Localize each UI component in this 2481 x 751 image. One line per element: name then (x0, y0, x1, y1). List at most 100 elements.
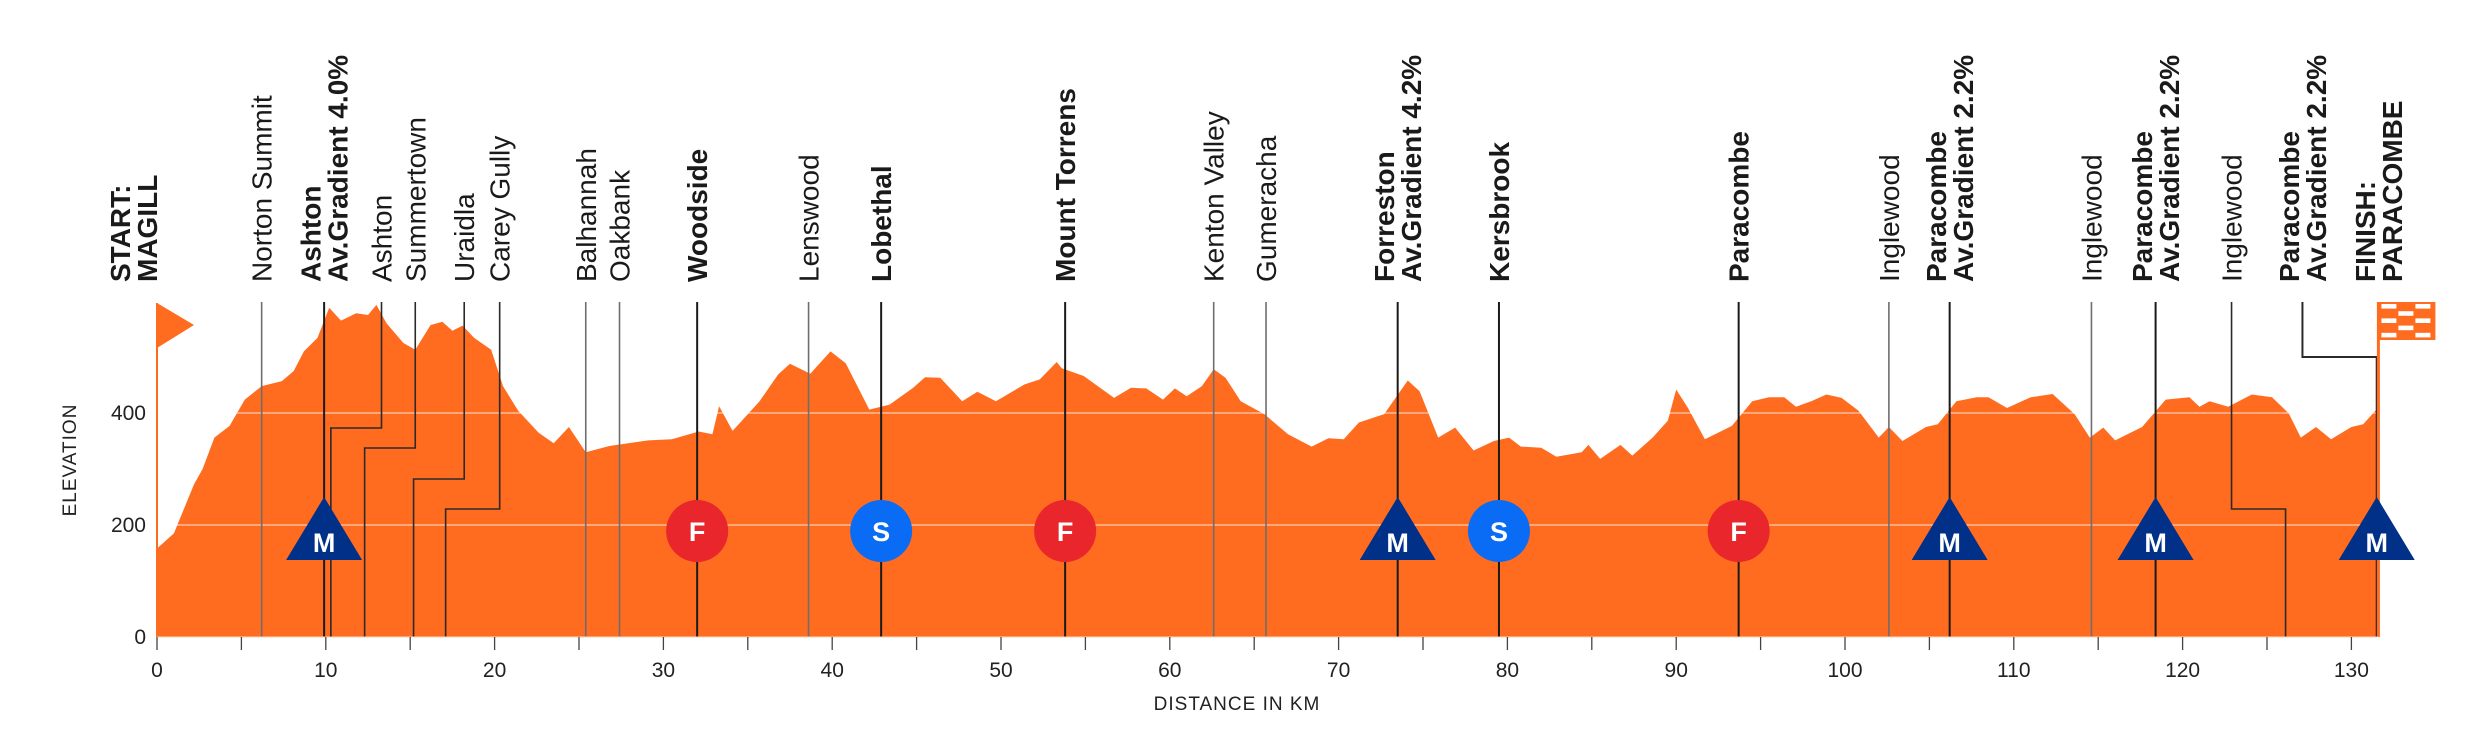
marker-letter: M (1386, 528, 1409, 558)
mountain-marker: M (2117, 497, 2194, 560)
x-tick-label: 110 (1997, 659, 2030, 682)
feed-marker: F (1707, 500, 1770, 562)
y-tick-label: 400 (111, 402, 146, 425)
x-axis-title: DISTANCE IN KM (1154, 694, 1321, 715)
x-tick-label: 10 (314, 659, 337, 682)
mountain-triangle-icon (1911, 497, 1988, 560)
place-label: Oakbank (605, 169, 636, 282)
mountain-marker: M (1911, 497, 1988, 560)
place-label-line: Ashton (296, 186, 327, 282)
place-label: Inglewood (1874, 154, 1905, 282)
place-label-line: Av.Gradient 2.2% (2154, 55, 2185, 282)
mountain-marker: M (286, 497, 363, 560)
x-tick-label: 80 (1496, 659, 1519, 682)
place-label-line: Inglewood (1874, 154, 1905, 282)
place-label-line: Lenswood (794, 154, 825, 282)
place-label: Kenton Valley (1199, 111, 1230, 282)
place-label-line: Mount Torrens (1050, 88, 1081, 282)
marker-letter: M (2144, 528, 2167, 558)
y-axis-title: ELEVATION (60, 404, 81, 517)
place-label-line: PARACOMBE (2377, 101, 2408, 282)
place-label: Woodside (682, 149, 713, 282)
y-tick-label: 0 (134, 626, 146, 649)
place-line (412, 302, 466, 637)
sprint-marker: S (1467, 500, 1530, 562)
place-label: FINISH:PARACOMBE (2350, 101, 2408, 282)
place-line (444, 302, 501, 637)
place-label-line: Inglewood (2217, 154, 2248, 282)
y-tick-label: 200 (111, 514, 146, 537)
place-label-line: Inglewood (2076, 154, 2107, 282)
sprint-marker: S (850, 500, 913, 562)
place-label-line: Oakbank (605, 169, 636, 282)
place-label-line: Kersbrook (1484, 142, 1515, 282)
marker-letter: S (872, 517, 890, 547)
x-tick-label: 50 (989, 659, 1012, 682)
feed-circle-icon (1707, 500, 1770, 562)
marker-letter: M (2365, 528, 2388, 558)
marker-letter: S (1490, 517, 1508, 547)
place-label: Norton Summit (247, 95, 278, 282)
place-lines (260, 302, 2378, 637)
elevation-profile-layer (157, 304, 2379, 637)
place-label: Summertown (400, 117, 431, 282)
x-tick-label: 130 (2334, 659, 2369, 682)
feed-circle-icon (1034, 500, 1097, 562)
gridlines (157, 412, 2379, 526)
place-label-line: START: (105, 185, 136, 282)
place-line (363, 302, 417, 637)
place-label-line: Forreston (1369, 151, 1400, 282)
x-tick-label: 0 (151, 659, 163, 682)
feed-marker: F (1034, 500, 1097, 562)
mountain-triangle-icon (2117, 497, 2194, 560)
place-label: Inglewood (2217, 154, 2248, 282)
place-label: Gumeracha (1251, 135, 1282, 282)
elevation-area (157, 304, 2379, 637)
place-label-line: Paracombe (1724, 131, 1755, 282)
place-label-line: Paracombe (1921, 131, 1952, 282)
marker-letter: M (1938, 528, 1961, 558)
place-label: Paracombe (1724, 131, 1755, 282)
x-tick-label: 30 (652, 659, 675, 682)
place-label-line: Paracombe (2274, 131, 2305, 282)
mountain-marker: M (1359, 497, 1436, 560)
place-label: ParacombeAv.Gradient 2.2% (1921, 55, 1979, 282)
place-label: Balhannah (571, 148, 602, 282)
place-label-line: Kenton Valley (1199, 111, 1230, 282)
feed-circle-icon (666, 500, 729, 562)
x-tick-label: 90 (1665, 659, 1688, 682)
place-label-line: MAGILL (132, 175, 163, 282)
place-label: ForrestonAv.Gradient 4.2% (1369, 55, 1427, 282)
x-tick-label: 70 (1327, 659, 1350, 682)
x-tick-label: 40 (821, 659, 844, 682)
sprint-circle-icon (1467, 500, 1530, 562)
place-label-line: FINISH: (2350, 181, 2381, 282)
place-label-line: Paracombe (2127, 131, 2158, 282)
place-labels: START:MAGILL Norton Summit AshtonAv.Gradie… (105, 55, 2408, 282)
place-label: ParacombeAv.Gradient 2.2% (2274, 55, 2332, 282)
x-tick-label: 120 (2165, 659, 2200, 682)
place-label-line: Av.Gradient 4.0% (323, 55, 354, 282)
place-label-line: Balhannah (571, 148, 602, 282)
place-label: Kersbrook (1484, 142, 1515, 282)
marker-letter: F (689, 517, 706, 547)
mountain-triangle-icon (2338, 497, 2415, 560)
place-label: START:MAGILL (105, 175, 163, 282)
place-label-line: Av.Gradient 4.2% (1396, 55, 1427, 282)
place-label-line: Av.Gradient 2.2% (1948, 55, 1979, 282)
marker-letter: M (313, 528, 336, 558)
x-tick-label: 100 (1827, 659, 1862, 682)
place-label-line: Woodside (682, 149, 713, 282)
start-flag-icon (157, 303, 194, 348)
place-label: Ashton (367, 195, 398, 282)
place-label-line: Lobethal (866, 165, 897, 282)
x-tick-label: 20 (483, 659, 506, 682)
place-label-line: Norton Summit (247, 95, 278, 282)
place-label: AshtonAv.Gradient 4.0% (296, 55, 354, 282)
x-tick-label: 60 (1158, 659, 1181, 682)
feed-marker: F (666, 500, 729, 562)
mountain-triangle-icon (1359, 497, 1436, 560)
place-label: Uraidla (449, 193, 480, 282)
